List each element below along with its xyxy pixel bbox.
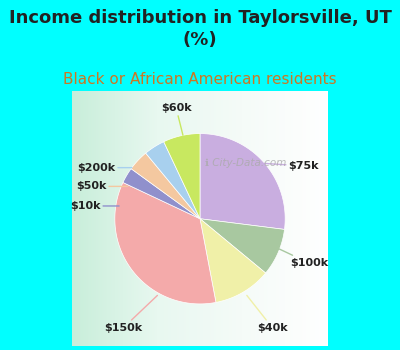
Text: Black or African American residents: Black or African American residents [63,72,337,87]
Polygon shape [200,134,285,229]
Text: Income distribution in Taylorsville, UT
(%): Income distribution in Taylorsville, UT … [8,9,392,49]
Text: $100k: $100k [278,248,328,268]
Polygon shape [131,153,200,219]
Text: $200k: $200k [77,163,132,173]
Text: $50k: $50k [76,181,128,191]
Text: $150k: $150k [104,295,158,333]
Text: $10k: $10k [70,201,119,211]
Text: $40k: $40k [247,295,288,333]
Polygon shape [123,169,200,219]
Polygon shape [146,142,200,219]
Polygon shape [200,219,266,302]
Text: $75k: $75k [264,161,319,171]
Polygon shape [200,219,284,273]
Polygon shape [115,182,216,304]
Text: $60k: $60k [161,103,192,135]
Text: ℹ City-Data.com: ℹ City-Data.com [205,158,287,168]
Polygon shape [164,134,200,219]
